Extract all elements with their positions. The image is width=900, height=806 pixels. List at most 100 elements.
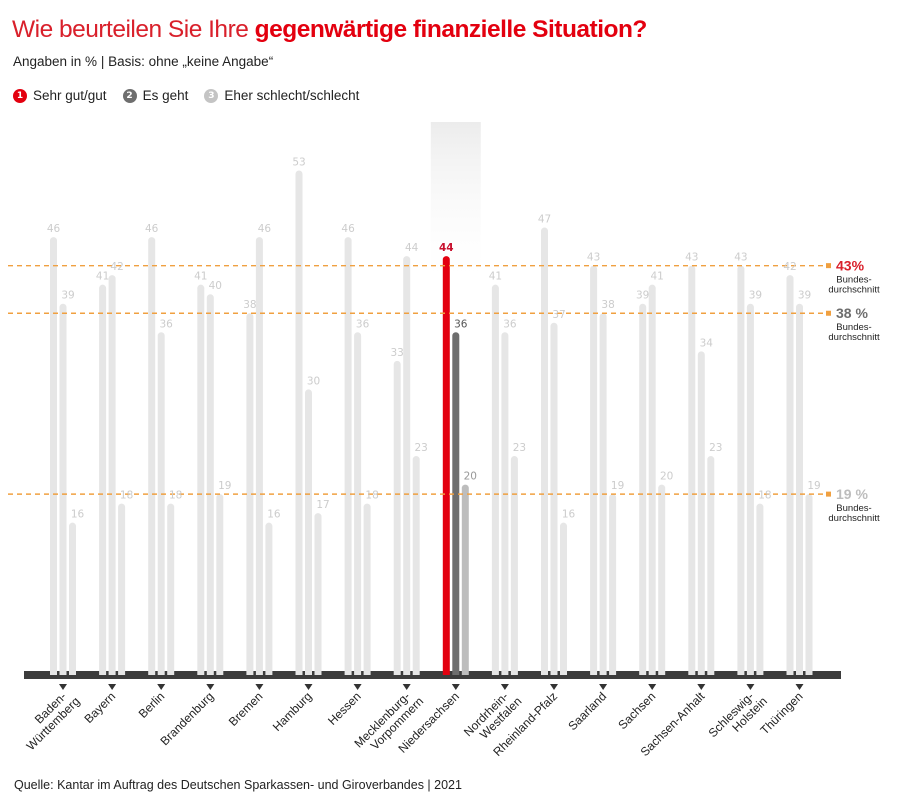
data-label: 53 xyxy=(292,156,305,168)
category-label: Saarland xyxy=(565,689,609,733)
bar xyxy=(206,294,214,677)
bar xyxy=(805,494,813,677)
tick-arrow-icon xyxy=(795,684,804,690)
bar xyxy=(461,484,469,677)
bar xyxy=(99,284,107,677)
bar-foot xyxy=(246,671,254,675)
bar-foot xyxy=(560,671,567,675)
data-label: 41 xyxy=(651,271,664,283)
data-label: 23 xyxy=(513,442,526,454)
bar xyxy=(197,284,205,677)
data-label: 18 xyxy=(120,490,133,502)
tick-arrow-icon xyxy=(108,684,117,690)
legend-item-sehr-gut: 1 Sehr gut/gut xyxy=(13,88,107,103)
bar xyxy=(255,237,263,677)
tick-arrow-icon xyxy=(402,684,411,690)
bar-foot xyxy=(412,671,420,675)
average-marker-icon xyxy=(826,310,831,316)
data-label: 46 xyxy=(47,223,61,235)
bar xyxy=(403,256,411,677)
data-label: 43 xyxy=(685,252,698,264)
bar xyxy=(658,484,666,677)
bar xyxy=(216,494,224,677)
bar xyxy=(50,237,57,677)
category-label-text: Saarland xyxy=(565,689,609,733)
bar-foot xyxy=(510,671,518,675)
category-label: Mecklenburg-Vorpommern xyxy=(352,689,427,752)
bar-foot xyxy=(108,671,116,675)
bar xyxy=(265,522,273,677)
bar xyxy=(354,332,362,677)
category-label-text: Hamburg xyxy=(270,689,315,734)
data-label: 37 xyxy=(552,309,565,321)
average-label: durchschnitt xyxy=(828,332,880,343)
bar-foot xyxy=(501,671,509,675)
data-label: 16 xyxy=(267,509,281,521)
category-label: Schleswig-Holstein xyxy=(706,689,770,740)
bar xyxy=(746,303,754,677)
bar xyxy=(246,313,254,677)
data-label: 43 xyxy=(587,252,600,264)
bar-foot xyxy=(805,671,813,675)
tick-arrow-icon xyxy=(59,684,67,690)
bar-foot xyxy=(461,671,469,675)
data-label: 36 xyxy=(160,318,174,330)
bar-foot xyxy=(295,671,303,675)
bar-foot xyxy=(363,671,371,675)
category-label: Bremen xyxy=(226,689,266,729)
data-label: 39 xyxy=(61,290,74,302)
bar xyxy=(599,313,607,677)
average-label: durchschnitt xyxy=(828,513,880,524)
data-label: 41 xyxy=(96,271,109,283)
data-label: 16 xyxy=(562,509,576,521)
bar xyxy=(796,303,803,677)
bar xyxy=(442,256,450,677)
tick-arrow-icon xyxy=(353,684,362,690)
data-label: 44 xyxy=(439,242,454,254)
average-value: 19 % xyxy=(836,486,868,502)
bar-foot xyxy=(746,671,754,675)
bar-foot xyxy=(707,671,715,675)
tick-arrow-icon xyxy=(451,684,460,690)
bar xyxy=(491,284,499,677)
bar xyxy=(295,170,303,677)
data-label: 41 xyxy=(489,271,502,283)
legend-number-1-icon: 1 xyxy=(13,88,27,103)
bar-foot xyxy=(541,671,548,675)
bar xyxy=(412,456,420,677)
average-marker-icon xyxy=(826,263,831,269)
legend: 1 Sehr gut/gut 2 Es geht 3 Eher schlecht… xyxy=(13,88,375,103)
bar xyxy=(118,503,126,677)
bar-foot xyxy=(609,671,617,675)
category-label: Baden-Württemberg xyxy=(24,689,83,753)
bar-foot xyxy=(756,671,764,675)
data-label: 47 xyxy=(538,214,551,226)
bar xyxy=(363,503,371,677)
data-label: 46 xyxy=(341,223,355,235)
bar xyxy=(688,265,696,677)
average-value: 43% xyxy=(836,258,865,274)
category-label-text: Berlin xyxy=(136,689,168,721)
data-label: 42 xyxy=(110,261,123,273)
bar-foot xyxy=(197,671,205,675)
bar xyxy=(786,275,794,677)
bar xyxy=(697,351,705,677)
bar-foot xyxy=(796,671,803,675)
bar-foot xyxy=(265,671,273,675)
data-label: 42 xyxy=(783,261,796,273)
average-label: Bundes- xyxy=(836,322,871,333)
bar-foot xyxy=(157,671,165,675)
bar xyxy=(344,237,352,677)
average-value: 38 % xyxy=(836,305,868,321)
data-label: 19 xyxy=(611,480,624,492)
bar xyxy=(314,513,322,677)
bar-foot xyxy=(639,671,647,675)
bar-foot xyxy=(452,671,460,675)
title-regular: Wie beurteilen Sie Ihre xyxy=(12,16,255,43)
category-label: Brandenburg xyxy=(157,689,216,748)
data-label: 34 xyxy=(700,337,714,349)
data-label: 19 xyxy=(218,480,231,492)
data-label: 39 xyxy=(749,290,762,302)
bar xyxy=(560,522,567,677)
data-label: 39 xyxy=(636,290,649,302)
